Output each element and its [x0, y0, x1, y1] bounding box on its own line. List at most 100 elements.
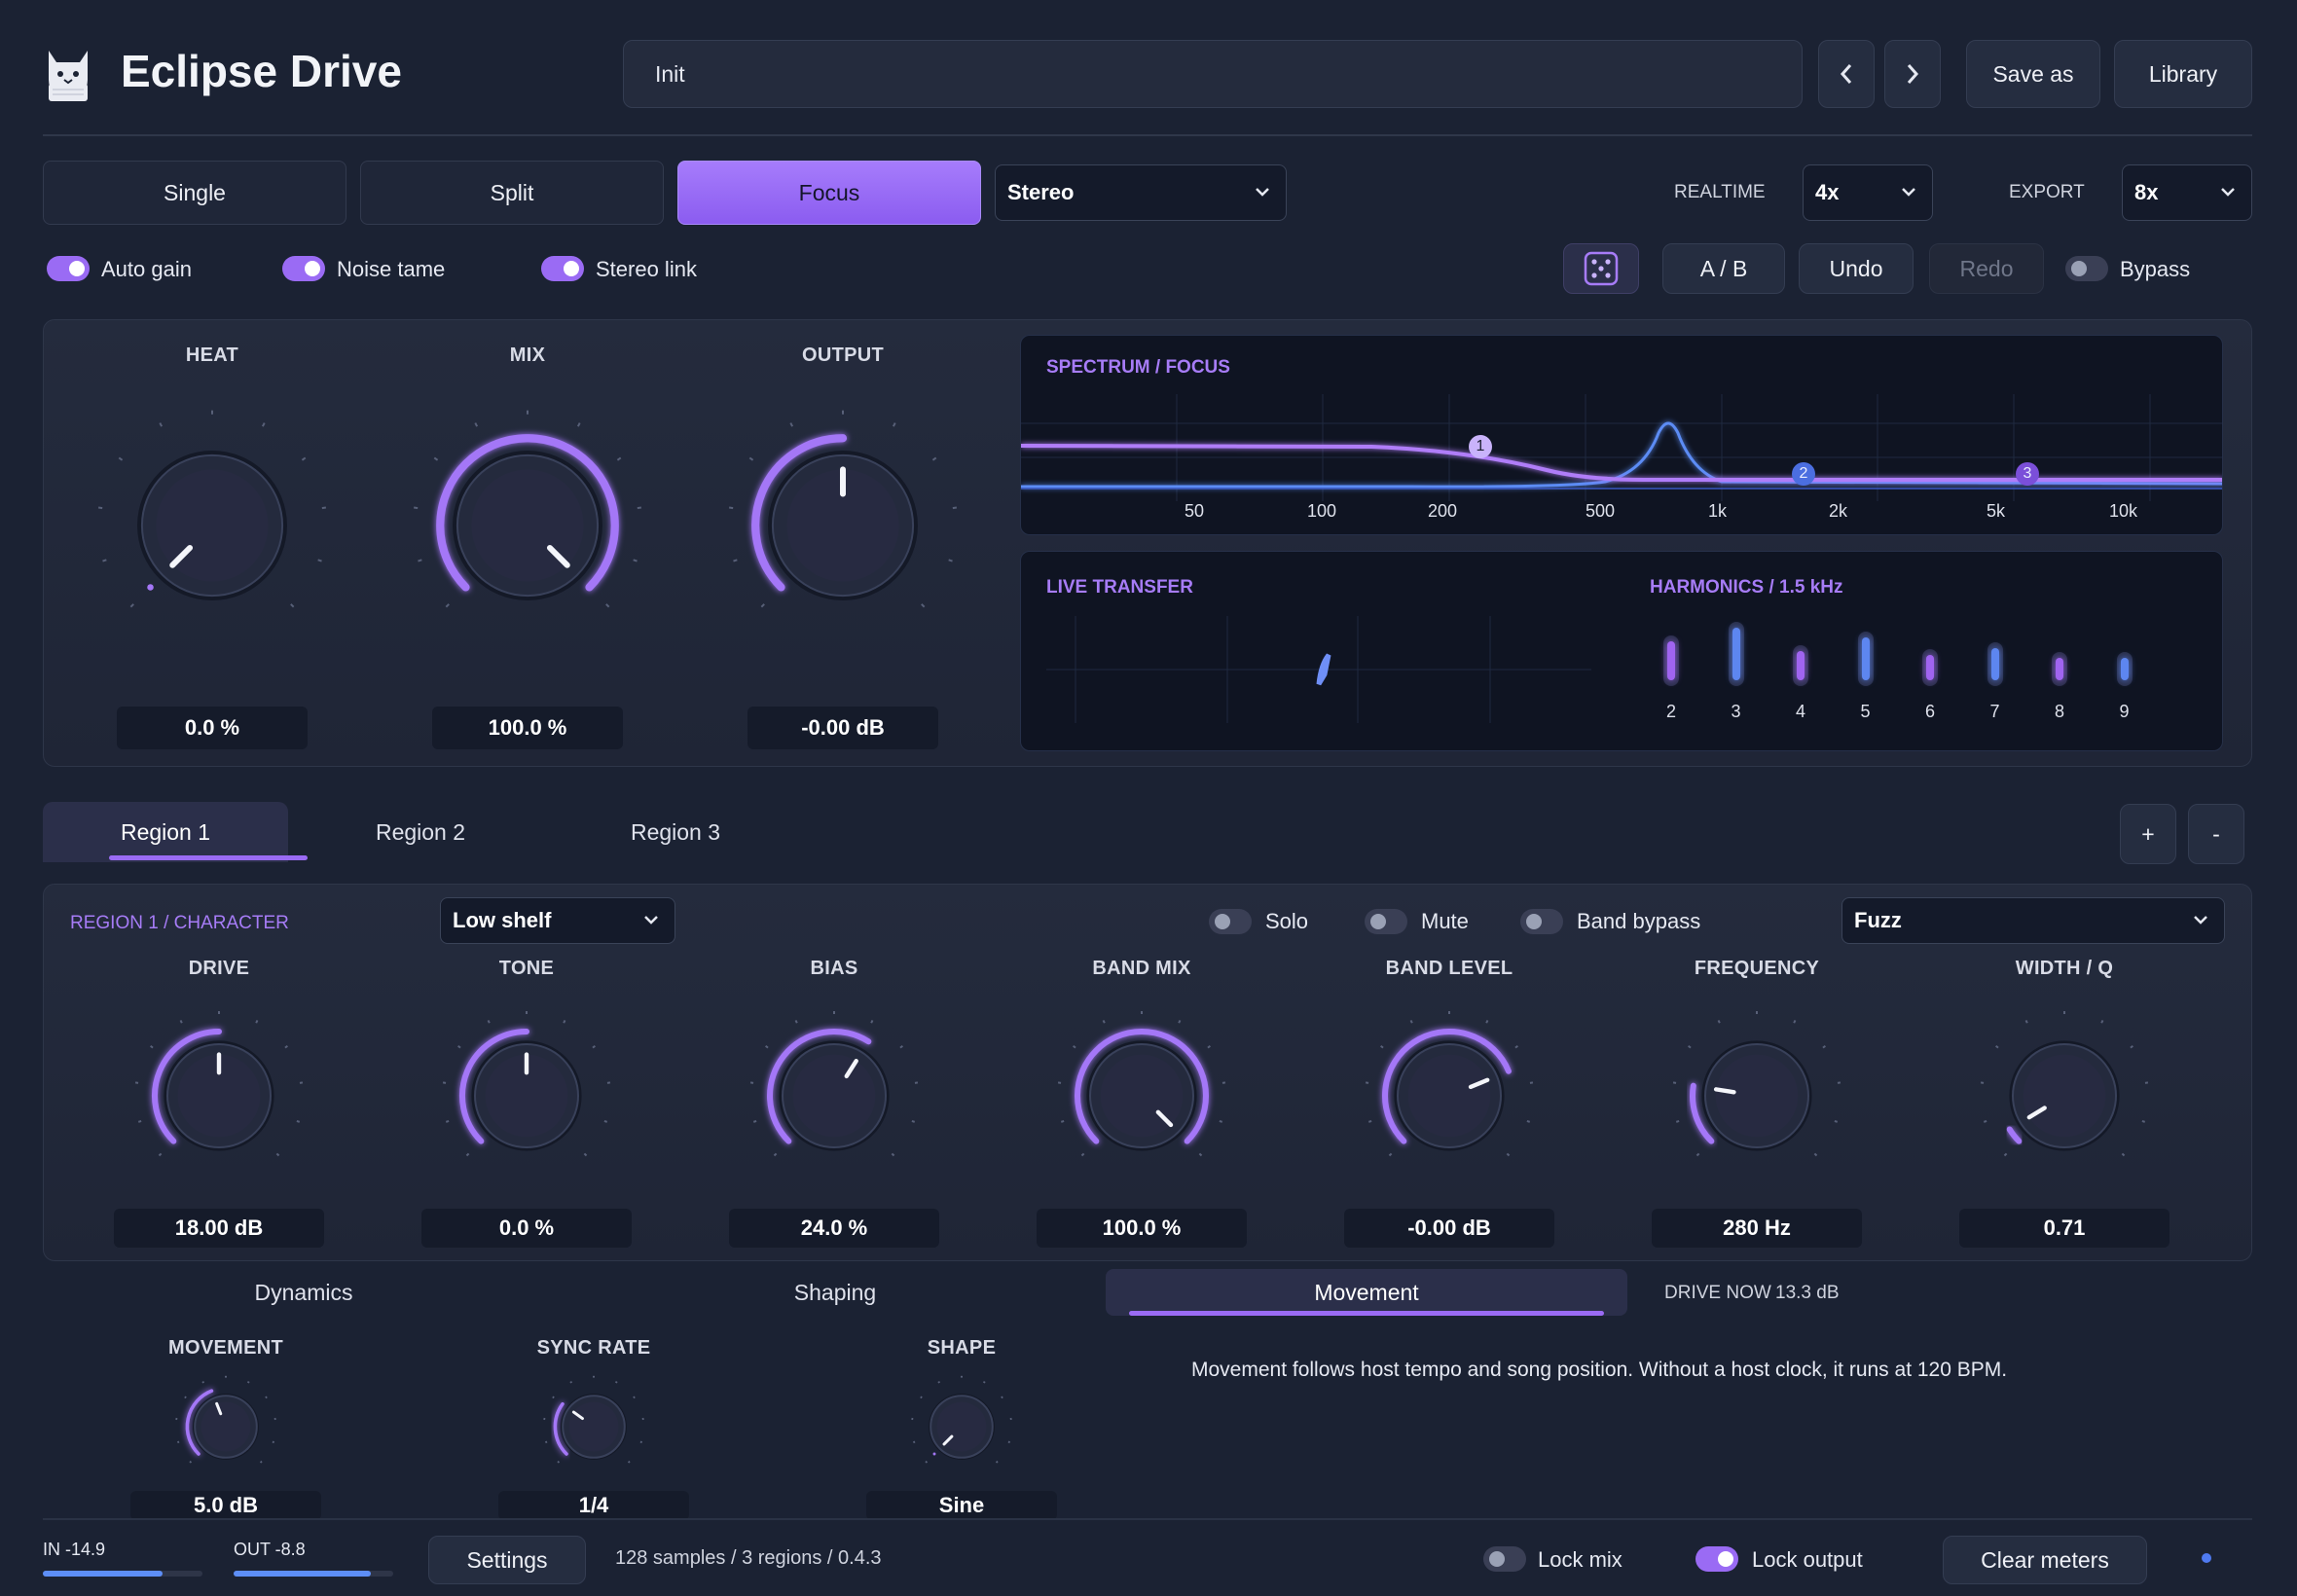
- mix-knob[interactable]: [395, 393, 660, 658]
- harmonic-order-label: 2: [1665, 702, 1676, 721]
- undo-button[interactable]: Undo: [1799, 243, 1914, 294]
- stereo-link-toggle[interactable]: [541, 256, 584, 281]
- bypass-toggle[interactable]: [2065, 256, 2108, 281]
- freq-label: 5k: [1987, 501, 2006, 521]
- drive-knob[interactable]: [122, 998, 316, 1193]
- region-knob-label: BAND MIX: [1092, 958, 1191, 979]
- region-knob-value[interactable]: 0.0 %: [421, 1209, 632, 1248]
- movement-knob-label: MOVEMENT: [168, 1337, 283, 1359]
- settings-button[interactable]: Settings: [428, 1536, 586, 1584]
- lock-mix-toggle[interactable]: [1483, 1546, 1526, 1572]
- freq-label: 200: [1428, 501, 1458, 521]
- input-meter-fill: [43, 1571, 163, 1577]
- sync-rate-knob[interactable]: [535, 1368, 652, 1485]
- output-value[interactable]: -0.00 dB: [747, 707, 938, 749]
- preset-name-field[interactable]: Init: [623, 40, 1803, 108]
- bias-knob[interactable]: [737, 998, 931, 1193]
- realtime-oversampling-select[interactable]: 4x: [1803, 164, 1933, 221]
- export-value: 8x: [2134, 180, 2159, 204]
- harmonic-order-label: 5: [1860, 702, 1871, 721]
- randomize-button[interactable]: [1563, 243, 1639, 294]
- spectrum-display[interactable]: SPECTRUM / FOCUS 1 2 3 50 100 200 500 1k…: [1020, 335, 2223, 535]
- solo-toggle[interactable]: [1209, 909, 1252, 934]
- movement-knob-value[interactable]: Sine: [866, 1491, 1057, 1520]
- spectrum-node[interactable]: 2: [1799, 465, 1808, 482]
- harmonics-chart: 2 3 4 5 6 7 8 9: [1644, 610, 2208, 737]
- prev-preset-button[interactable]: [1818, 40, 1875, 108]
- app-title: Eclipse Drive: [121, 46, 402, 96]
- next-preset-button[interactable]: [1884, 40, 1941, 108]
- subtab-dynamics[interactable]: Dynamics: [43, 1269, 565, 1316]
- mode-focus[interactable]: Focus: [677, 161, 981, 225]
- spectrum-node[interactable]: 1: [1476, 438, 1485, 454]
- freq-label: 2k: [1829, 501, 1848, 521]
- clear-meters-button[interactable]: Clear meters: [1943, 1536, 2147, 1584]
- shape-knob[interactable]: [903, 1368, 1020, 1485]
- region-tab-3[interactable]: Region 3: [553, 802, 798, 862]
- stereo-link-label: Stereo link: [596, 257, 697, 281]
- region-title: REGION 1 / CHARACTER: [70, 913, 289, 933]
- mute-toggle[interactable]: [1365, 909, 1407, 934]
- band-bypass-toggle[interactable]: [1520, 909, 1563, 934]
- region-tab-2[interactable]: Region 2: [298, 802, 543, 862]
- frequency-knob[interactable]: [1659, 998, 1854, 1193]
- library-button[interactable]: Library: [2114, 40, 2252, 108]
- movement-knob-value[interactable]: 1/4: [498, 1491, 689, 1520]
- movement-info-text: Movement follows host tempo and song pos…: [1191, 1359, 2008, 1381]
- harmonic-order-label: 6: [1924, 702, 1935, 721]
- app-logo: [43, 41, 93, 103]
- width-q-knob[interactable]: [1967, 998, 2162, 1193]
- save-as-button[interactable]: Save as: [1966, 40, 2100, 108]
- region-knob-value[interactable]: 24.0 %: [729, 1209, 939, 1248]
- ab-compare-button[interactable]: A / B: [1662, 243, 1785, 294]
- spectrum-node[interactable]: 3: [2023, 465, 2032, 482]
- active-tab-indicator: [109, 855, 308, 860]
- region-tab-1[interactable]: Region 1: [43, 802, 308, 862]
- subtab-shaping[interactable]: Shaping: [574, 1269, 1096, 1316]
- remove-region-button[interactable]: -: [2188, 804, 2244, 864]
- export-oversampling-select[interactable]: 8x: [2122, 164, 2252, 221]
- noise-tame-label: Noise tame: [337, 257, 446, 281]
- filter-type-select[interactable]: Low shelf: [440, 897, 675, 944]
- region-knob-value[interactable]: 280 Hz: [1652, 1209, 1862, 1248]
- algorithm-select[interactable]: Fuzz: [1841, 897, 2225, 944]
- knob-graphic: [134, 1011, 304, 1157]
- region-knob-value[interactable]: 0.71: [1959, 1209, 2169, 1248]
- harmonic-bar-fill: [2120, 658, 2129, 680]
- harmonic-bar-fill: [1990, 647, 1999, 680]
- transfer-title: LIVE TRANSFER: [1046, 577, 1193, 598]
- lock-output-label: Lock output: [1752, 1547, 1863, 1572]
- region-knob-value[interactable]: 100.0 %: [1037, 1209, 1247, 1248]
- filter-type-value: Low shelf: [453, 908, 552, 932]
- region-tab-label: Region 3: [630, 818, 721, 845]
- region-knob-value[interactable]: 18.00 dB: [114, 1209, 324, 1248]
- export-label: EXPORT: [2009, 182, 2085, 202]
- knob-graphic: [1365, 1011, 1534, 1157]
- channel-select-value: Stereo: [1007, 180, 1075, 204]
- add-region-button[interactable]: +: [2120, 804, 2176, 864]
- output-meter-label: OUT -8.8: [234, 1540, 306, 1559]
- harmonic-bar-fill: [1861, 637, 1870, 680]
- mode-single[interactable]: Single: [43, 161, 346, 225]
- lock-output-toggle[interactable]: [1695, 1546, 1738, 1572]
- movement-knob[interactable]: [167, 1368, 284, 1485]
- output-knob[interactable]: [711, 393, 975, 658]
- mode-split[interactable]: Split: [360, 161, 664, 225]
- tone-knob[interactable]: [429, 998, 624, 1193]
- knob-graphic: [749, 1011, 919, 1157]
- band-mix-knob[interactable]: [1044, 998, 1239, 1193]
- noise-tame-toggle[interactable]: [282, 256, 325, 281]
- heat-knob[interactable]: [80, 393, 345, 658]
- band-level-knob[interactable]: [1352, 998, 1547, 1193]
- mix-value[interactable]: 100.0 %: [432, 707, 623, 749]
- subtab-movement[interactable]: Movement: [1106, 1269, 1627, 1316]
- freq-label: 50: [1185, 501, 1205, 521]
- redo-button[interactable]: Redo: [1929, 243, 2044, 294]
- region-knob-value[interactable]: -0.00 dB: [1344, 1209, 1554, 1248]
- chevron-right-icon: [1907, 64, 1919, 84]
- algorithm-value: Fuzz: [1854, 908, 1902, 932]
- channel-select[interactable]: Stereo: [995, 164, 1287, 221]
- heat-value[interactable]: 0.0 %: [117, 707, 308, 749]
- auto-gain-toggle[interactable]: [47, 256, 90, 281]
- movement-knob-value[interactable]: 5.0 dB: [130, 1491, 321, 1520]
